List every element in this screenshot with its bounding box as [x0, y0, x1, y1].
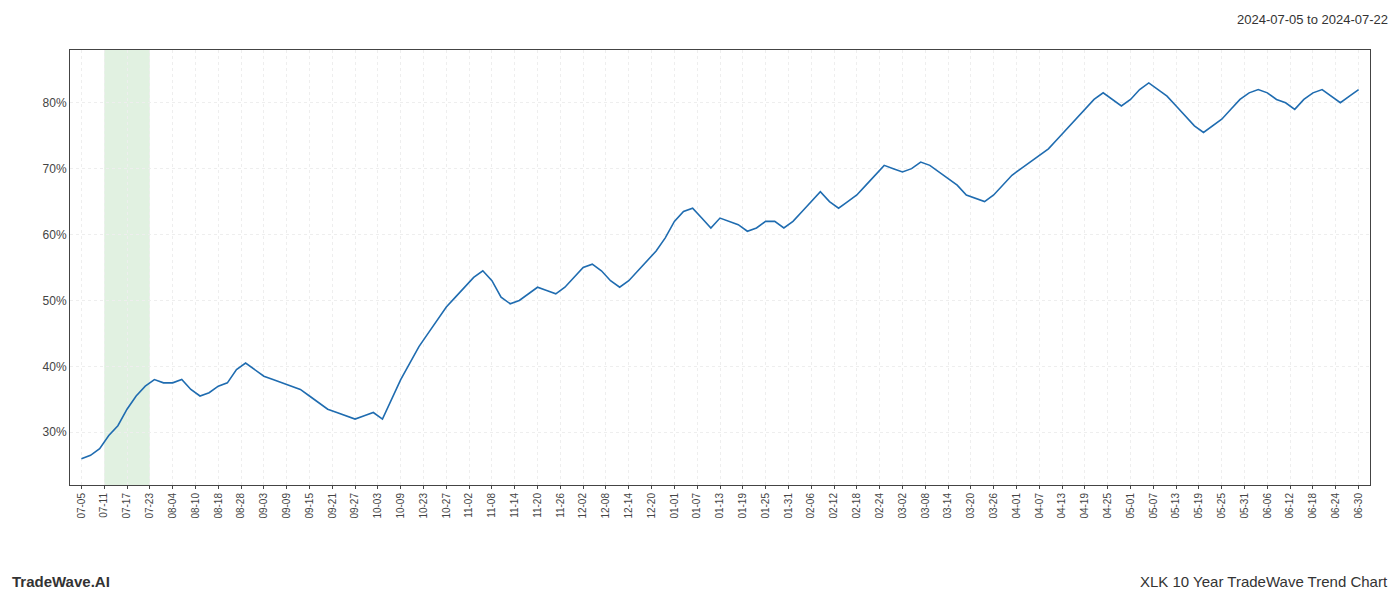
svg-text:01-31: 01-31: [783, 493, 794, 519]
svg-text:01-19: 01-19: [737, 493, 748, 519]
svg-text:05-01: 05-01: [1125, 493, 1136, 519]
svg-text:10-09: 10-09: [395, 493, 406, 519]
svg-text:04-19: 04-19: [1079, 493, 1090, 519]
svg-text:06-18: 06-18: [1307, 493, 1318, 519]
svg-text:05-31: 05-31: [1239, 493, 1250, 519]
svg-text:07-23: 07-23: [144, 493, 155, 519]
svg-text:05-19: 05-19: [1193, 493, 1204, 519]
svg-text:03-26: 03-26: [988, 493, 999, 519]
svg-text:01-25: 01-25: [760, 493, 771, 519]
svg-text:04-25: 04-25: [1102, 493, 1113, 519]
svg-text:09-15: 09-15: [304, 493, 315, 519]
svg-text:04-13: 04-13: [1056, 493, 1067, 519]
svg-text:09-09: 09-09: [281, 493, 292, 519]
svg-text:12-02: 12-02: [577, 493, 588, 519]
svg-text:10-23: 10-23: [418, 493, 429, 519]
svg-text:11-08: 11-08: [486, 493, 497, 518]
svg-text:08-04: 08-04: [167, 493, 178, 519]
svg-text:08-10: 08-10: [190, 493, 201, 519]
svg-text:12-08: 12-08: [600, 493, 611, 519]
svg-text:2024-07-05 to 2024-07-22: 2024-07-05 to 2024-07-22: [1237, 12, 1388, 27]
svg-text:12-14: 12-14: [623, 493, 634, 519]
svg-text:11-20: 11-20: [532, 493, 543, 518]
svg-text:02-12: 02-12: [828, 493, 839, 519]
svg-text:12-20: 12-20: [646, 493, 657, 519]
svg-text:11-02: 11-02: [463, 493, 474, 518]
svg-text:08-18: 08-18: [213, 493, 224, 519]
svg-text:04-07: 04-07: [1034, 493, 1045, 519]
svg-text:01-13: 01-13: [714, 493, 725, 519]
svg-text:10-27: 10-27: [441, 493, 452, 519]
svg-text:01-01: 01-01: [669, 493, 680, 519]
svg-text:07-11: 07-11: [98, 493, 109, 518]
svg-text:03-02: 03-02: [897, 493, 908, 519]
svg-text:03-08: 03-08: [920, 493, 931, 519]
svg-text:40%: 40%: [43, 360, 67, 374]
svg-text:07-17: 07-17: [121, 493, 132, 519]
svg-text:50%: 50%: [43, 294, 67, 308]
svg-text:09-21: 09-21: [327, 493, 338, 519]
svg-text:TradeWave.AI: TradeWave.AI: [12, 573, 110, 590]
svg-text:04-01: 04-01: [1011, 493, 1022, 519]
svg-text:02-24: 02-24: [874, 493, 885, 519]
svg-text:80%: 80%: [43, 96, 67, 110]
svg-text:XLK 10 Year TradeWave Trend Ch: XLK 10 Year TradeWave Trend Chart: [1140, 573, 1388, 590]
svg-text:70%: 70%: [43, 162, 67, 176]
svg-text:30%: 30%: [43, 425, 67, 439]
svg-text:05-25: 05-25: [1216, 493, 1227, 519]
svg-text:02-18: 02-18: [851, 493, 862, 519]
svg-text:60%: 60%: [43, 228, 67, 242]
svg-text:10-03: 10-03: [372, 493, 383, 519]
svg-text:08-28: 08-28: [235, 493, 246, 519]
svg-text:03-14: 03-14: [942, 493, 953, 519]
svg-text:07-05: 07-05: [76, 493, 87, 519]
svg-text:03-20: 03-20: [965, 493, 976, 519]
svg-text:06-12: 06-12: [1284, 493, 1295, 519]
svg-text:06-30: 06-30: [1353, 493, 1364, 519]
svg-text:11-14: 11-14: [509, 493, 520, 518]
svg-text:05-07: 05-07: [1148, 493, 1159, 519]
svg-text:06-06: 06-06: [1262, 493, 1273, 519]
svg-text:05-13: 05-13: [1170, 493, 1181, 519]
svg-text:01-07: 01-07: [691, 493, 702, 519]
svg-text:06-24: 06-24: [1330, 493, 1341, 519]
svg-text:02-06: 02-06: [805, 493, 816, 519]
svg-text:09-27: 09-27: [349, 493, 360, 519]
svg-text:09-03: 09-03: [258, 493, 269, 519]
svg-text:11-26: 11-26: [555, 493, 566, 518]
